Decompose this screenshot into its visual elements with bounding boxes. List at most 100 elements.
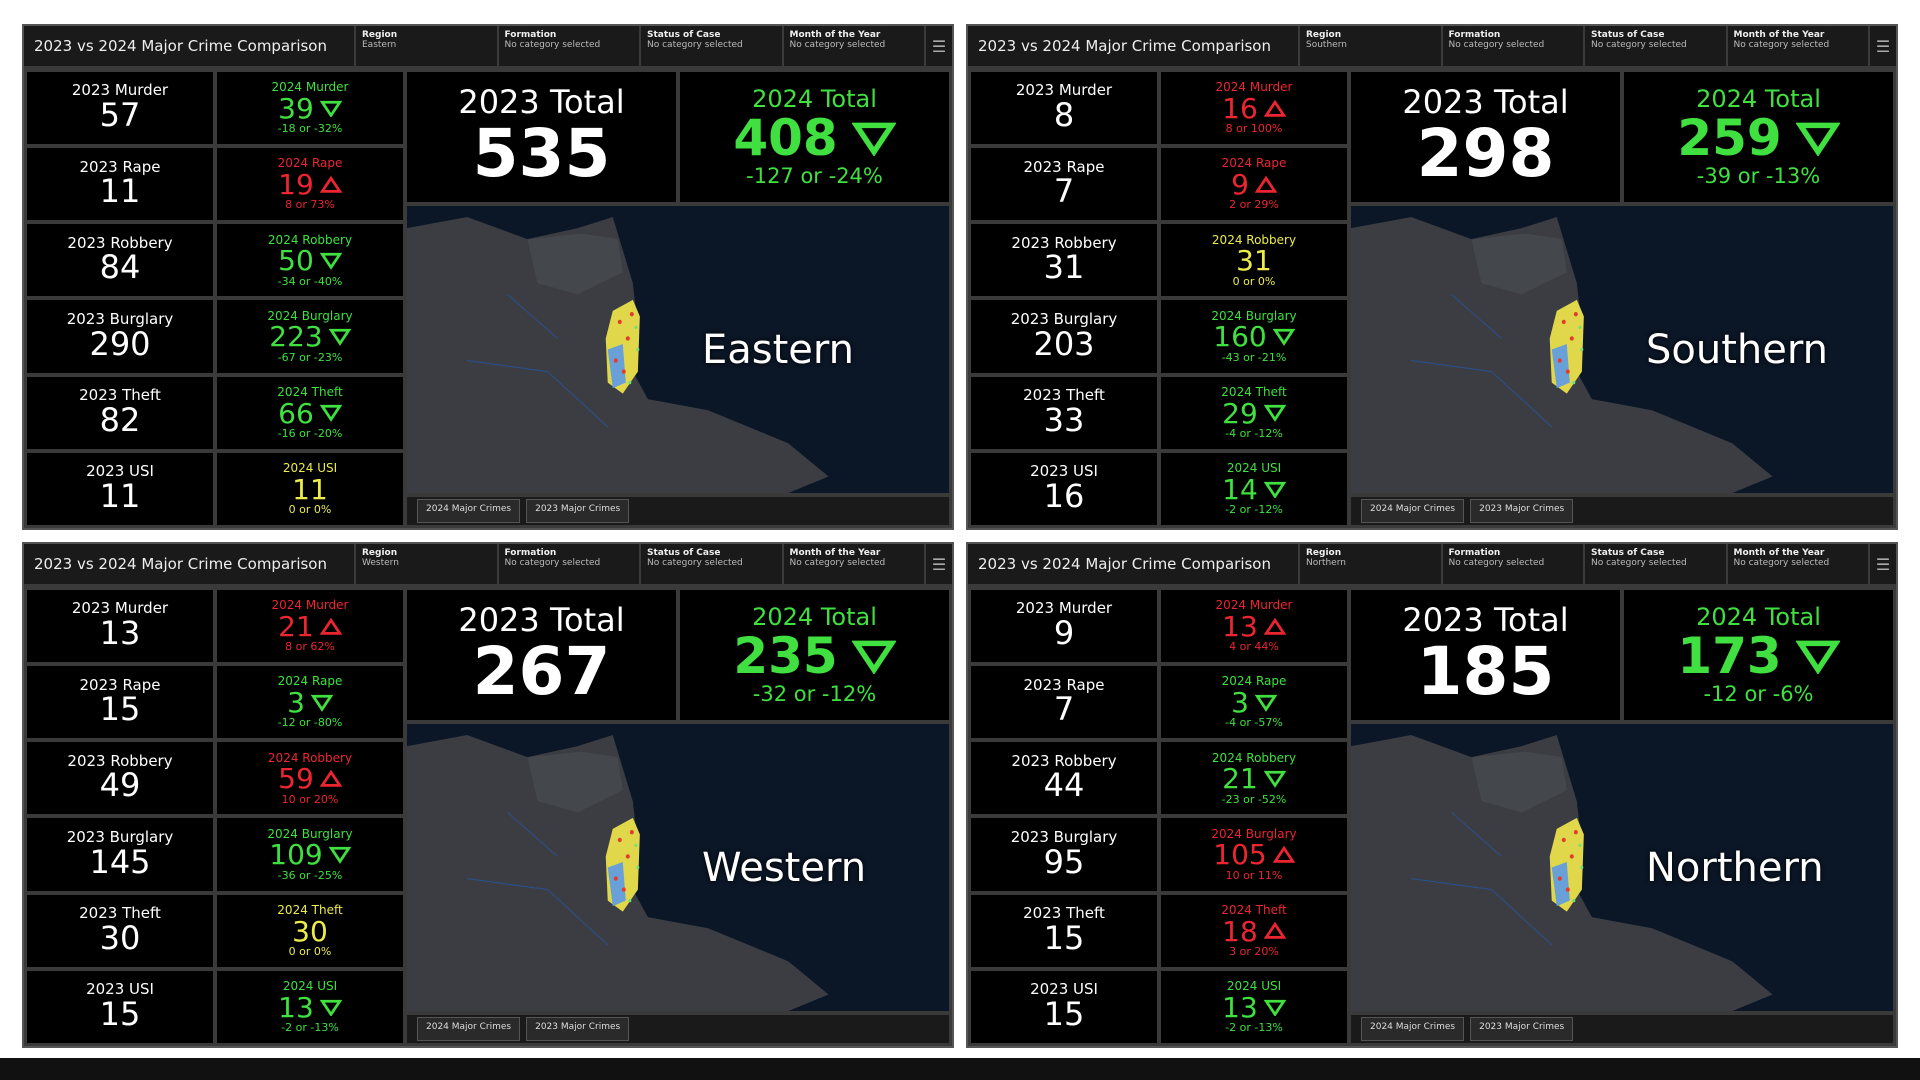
down-arrow — [328, 847, 351, 864]
value-row: 13 — [1222, 612, 1286, 641]
map-tab[interactable]: 2024 Major Crimes — [1361, 1017, 1465, 1041]
map-tabs: 2024 Major Crimes 2023 Major Crimes — [1351, 497, 1893, 525]
filter-dropdown[interactable]: Region Western — [356, 544, 499, 584]
incident-points — [1572, 843, 1584, 903]
stat-value: 13 — [278, 990, 314, 1024]
map-graphic — [407, 217, 829, 493]
panel-body: 2023 Murder 57 2023 Rape 11 2023 Robbery 84 20… — [24, 69, 952, 528]
map[interactable]: Southern — [1351, 206, 1893, 493]
arrow-shape — [1795, 122, 1840, 157]
filter-value: No category selected — [789, 558, 886, 568]
region-density — [1551, 861, 1570, 907]
filter-dropdown[interactable]: Month of the Year No category selected — [784, 26, 926, 66]
filter-dropdown[interactable]: Formation No category selected — [499, 26, 641, 66]
totals: 2023 Total 267 2024 Total 235 -32 or -12% — [407, 590, 949, 720]
total-2024: 2024 Total 408 -127 or -24% — [680, 72, 949, 202]
map[interactable]: Northern — [1351, 724, 1893, 1011]
stat-2023: 2023 Rape 15 — [27, 666, 213, 739]
column-2023: 2023 Murder 13 2023 Rape 15 2023 Robbery 49 20… — [27, 590, 213, 1043]
map[interactable]: Western — [407, 724, 949, 1011]
arrow-shape — [319, 175, 342, 193]
filter-dropdown[interactable]: Month of the Year No category selected — [784, 544, 926, 584]
map-tab[interactable]: 2024 Major Crimes — [1361, 499, 1465, 523]
total-value: 535 — [472, 115, 611, 193]
total-change: -127 or -24% — [746, 163, 883, 188]
filter-label: Status of Case — [647, 30, 721, 40]
dashboard-title: 2023 vs 2024 Major Crime Comparison — [968, 544, 1300, 584]
stat-2024: 2024 Rape 3 -12 or -80% — [217, 666, 403, 739]
filter-dropdown[interactable]: Formation No category selected — [1443, 544, 1585, 584]
filter-value: No category selected — [1448, 40, 1545, 50]
menu-button[interactable]: ☰ — [931, 554, 947, 574]
filter-dropdown[interactable]: Status of Case No category selected — [1585, 544, 1728, 584]
stat-change: 2 or 29% — [1229, 198, 1279, 212]
map-tabs: 2024 Major Crimes 2023 Major Crimes — [407, 497, 949, 525]
arrow-shape — [1272, 846, 1295, 864]
stat-label: 2023 Robbery — [67, 233, 173, 252]
total-2023: 2023 Total 298 — [1351, 72, 1620, 202]
panel-body: 2023 Murder 8 2023 Rape 7 2023 Robbery 31 2023… — [968, 69, 1896, 528]
stat-2024: 2024 Robbery 50 -34 or -40% — [217, 224, 403, 297]
arrow-shape — [319, 770, 342, 787]
dashboard-panel: 2023 vs 2024 Major Crime Comparison Regio… — [22, 542, 954, 1048]
stat-change: -4 or -57% — [1225, 716, 1283, 730]
stat-label: 2024 Rape — [1221, 156, 1287, 171]
stat-2023: 2023 Robbery 31 — [971, 224, 1157, 297]
filter-dropdown[interactable]: Region Southern — [1300, 26, 1443, 66]
arrow-shape — [319, 405, 342, 423]
filter-dropdown[interactable]: Region Northern — [1300, 544, 1443, 584]
menu-button[interactable]: ☰ — [1875, 36, 1891, 56]
filter-value: No category selected — [1448, 558, 1545, 568]
map-tab[interactable]: 2024 Major Crimes — [417, 1017, 521, 1041]
map-tab[interactable]: 2024 Major Crimes — [417, 499, 521, 523]
stat-2024: 2024 Theft 30 0 or 0% — [217, 894, 403, 967]
filter-dropdown[interactable]: Formation No category selected — [499, 544, 641, 584]
total-label: 2024 Total — [752, 603, 877, 632]
stat-label: 2023 Burglary — [66, 827, 174, 846]
value-row: 18 — [1222, 916, 1286, 946]
stat-value: 31 — [1236, 244, 1272, 278]
filter-value: Southern — [1306, 40, 1347, 50]
map-tab[interactable]: 2023 Major Crimes — [1470, 1017, 1574, 1041]
stat-label: 2024 Robbery — [1211, 750, 1297, 765]
stat-label: 2023 Burglary — [1010, 309, 1118, 328]
value-row: 21 — [278, 612, 342, 641]
filter-dropdown[interactable]: Formation No category selected — [1443, 26, 1585, 66]
total-change: -32 or -12% — [752, 681, 877, 706]
stat-2023: 2023 USI 16 — [971, 452, 1157, 525]
stat-label: 2024 USI — [282, 979, 338, 994]
stat-2023: 2023 Theft 15 — [971, 894, 1157, 967]
total-2024: 2024 Total 235 -32 or -12% — [680, 590, 949, 720]
arrow-shape — [319, 252, 342, 270]
map-tab[interactable]: 2023 Major Crimes — [1470, 499, 1574, 523]
filter-dropdown[interactable]: Status of Case No category selected — [641, 26, 784, 66]
filter-dropdown[interactable]: Month of the Year No category selected — [1728, 26, 1870, 66]
total-value: 408 — [733, 109, 838, 168]
stat-label: 2024 Murder — [271, 598, 349, 613]
up-arrow — [1263, 617, 1286, 635]
stat-value: 15 — [99, 994, 141, 1033]
filter-dropdown[interactable]: Month of the Year No category selected — [1728, 544, 1870, 584]
up-arrow — [1263, 922, 1286, 940]
stat-change: -23 or -52% — [1221, 792, 1287, 806]
filter-dropdown[interactable]: Region Eastern — [356, 26, 499, 66]
stat-2024: 2024 USI 14 -2 or -12% — [1161, 452, 1347, 525]
menu-button[interactable]: ☰ — [931, 36, 947, 56]
column-2023: 2023 Murder 9 2023 Rape 7 2023 Robbery 44 2023… — [971, 590, 1157, 1043]
filter-dropdown[interactable]: Status of Case No category selected — [641, 544, 784, 584]
stat-2023: 2023 Murder 13 — [27, 590, 213, 663]
map[interactable]: Eastern — [407, 206, 949, 493]
value-row: 160 — [1213, 322, 1295, 352]
map-tab[interactable]: 2023 Major Crimes — [526, 1017, 630, 1041]
stat-value: 109 — [269, 838, 323, 872]
map-tab[interactable]: 2023 Major Crimes — [526, 499, 630, 523]
filter-dropdown[interactable]: Status of Case No category selected — [1585, 26, 1728, 66]
menu-button[interactable]: ☰ — [1875, 554, 1891, 574]
total-label: 2024 Total — [1696, 85, 1821, 114]
stat-label: 2023 Rape — [79, 675, 161, 694]
stat-value: 8 — [1053, 96, 1075, 135]
stat-label: 2024 Murder — [1215, 80, 1293, 95]
incident-points — [628, 325, 640, 385]
stat-2024: 2024 Theft 66 -16 or -20% — [217, 376, 403, 449]
